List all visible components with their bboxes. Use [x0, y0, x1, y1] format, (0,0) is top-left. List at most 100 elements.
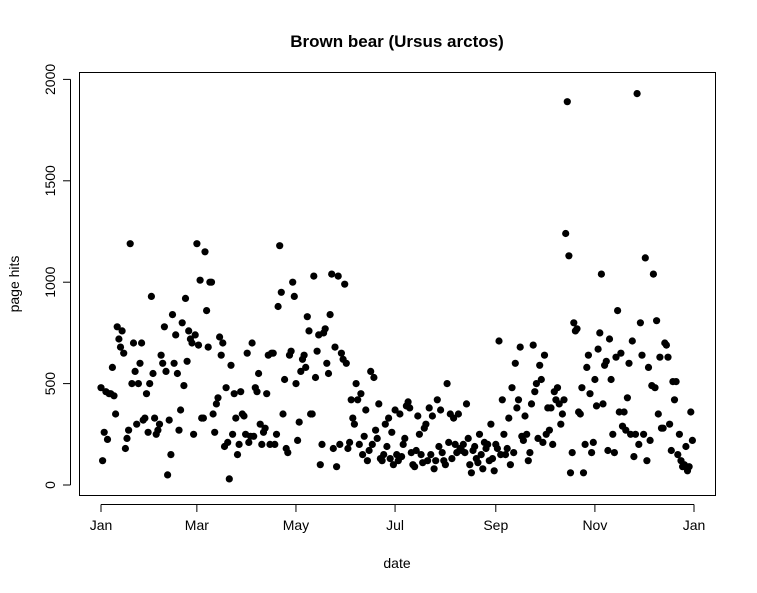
data-point: [357, 390, 365, 398]
data-point: [116, 343, 125, 351]
data-point: [230, 390, 238, 398]
data-point: [290, 292, 298, 300]
data-point: [336, 440, 344, 448]
data-point: [294, 436, 302, 444]
data-point: [682, 442, 690, 451]
data-point: [579, 469, 588, 477]
data-point: [521, 412, 529, 420]
data-point: [670, 396, 679, 404]
data-point: [477, 451, 485, 459]
data-point: [352, 380, 360, 388]
data-point: [531, 388, 539, 396]
data-point: [614, 307, 622, 315]
data-point: [97, 384, 105, 392]
data-point: [272, 430, 281, 438]
data-point: [337, 349, 345, 357]
data-point: [276, 242, 284, 250]
data-point: [173, 369, 181, 378]
data-point: [373, 434, 381, 442]
data-point: [536, 361, 544, 369]
data-point: [375, 400, 383, 408]
data-point: [149, 369, 157, 378]
data-point: [674, 451, 682, 459]
data-point: [586, 390, 594, 398]
x-tick-label: Nov: [582, 517, 607, 533]
data-point: [636, 319, 645, 327]
data-point: [646, 436, 654, 444]
data-point: [649, 270, 658, 278]
data-point: [389, 461, 397, 469]
data-point: [232, 414, 240, 422]
data-point: [269, 349, 277, 357]
y-tick-label: 2000: [42, 64, 58, 95]
data-point: [573, 325, 581, 333]
x-axis-label: date: [383, 555, 410, 571]
data-point: [537, 375, 545, 384]
data-point: [165, 416, 173, 424]
data-point: [328, 270, 336, 278]
data-point: [191, 331, 199, 339]
data-point: [255, 369, 263, 378]
data-point: [484, 440, 492, 448]
y-tick-label: 1000: [42, 266, 58, 297]
data-point: [563, 98, 571, 106]
data-point: [540, 351, 549, 359]
data-point: [510, 449, 518, 457]
data-point: [214, 394, 222, 402]
data-point: [103, 435, 112, 443]
data-point: [154, 426, 162, 434]
data-point: [411, 463, 419, 471]
data-point: [250, 432, 258, 440]
data-point: [331, 343, 339, 351]
data-point: [303, 313, 311, 321]
data-point: [177, 406, 185, 414]
data-point: [625, 359, 633, 367]
data-point: [131, 367, 139, 375]
data-point: [365, 446, 373, 455]
data-point: [362, 406, 370, 414]
data-point: [115, 335, 123, 343]
data-point: [406, 404, 414, 412]
data-point: [620, 408, 628, 416]
data-point: [147, 292, 155, 300]
data-point: [589, 438, 597, 446]
data-point: [653, 317, 661, 325]
data-point: [113, 323, 121, 331]
data-points: [97, 90, 697, 483]
data-point: [126, 240, 134, 248]
data-point: [685, 463, 693, 471]
data-point: [347, 396, 355, 404]
data-point: [118, 327, 126, 335]
data-point: [441, 461, 449, 469]
data-point: [581, 440, 589, 448]
y-tick-label: 500: [42, 372, 58, 396]
data-point: [623, 394, 632, 402]
data-point: [479, 465, 487, 473]
data-point: [277, 288, 285, 296]
data-point: [412, 446, 420, 455]
data-point: [599, 400, 607, 408]
data-point: [630, 453, 638, 461]
data-point: [227, 361, 235, 369]
x-tick-label: Mar: [185, 517, 209, 533]
data-point: [233, 451, 242, 459]
data-point: [454, 410, 462, 418]
data-point: [295, 418, 303, 426]
data-point: [566, 469, 575, 477]
data-point: [222, 384, 230, 392]
data-point: [640, 430, 648, 438]
data-point: [643, 457, 651, 465]
data-point: [310, 272, 318, 280]
data-point: [391, 406, 399, 414]
data-point: [350, 420, 358, 428]
data-point: [534, 434, 542, 442]
data-point: [666, 420, 674, 428]
x-tick-label: Jul: [386, 517, 404, 533]
data-point: [225, 475, 233, 483]
data-point: [511, 359, 519, 367]
data-point: [279, 410, 287, 418]
data-point: [570, 319, 578, 327]
data-point: [302, 363, 310, 371]
data-point: [687, 408, 695, 416]
data-point: [183, 357, 191, 365]
